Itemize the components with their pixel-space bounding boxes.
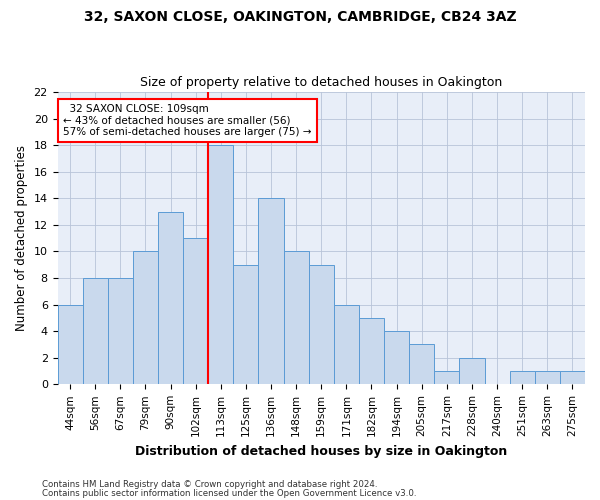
Bar (259, 198, 284, 384)
Bar (208, 145, 233, 384)
Bar (233, 265, 259, 384)
Bar (83, 278, 108, 384)
Bar (284, 252, 309, 384)
Bar (509, 371, 535, 384)
X-axis label: Distribution of detached houses by size in Oakington: Distribution of detached houses by size … (135, 444, 508, 458)
Bar (434, 371, 460, 384)
Bar (158, 212, 183, 384)
Bar (359, 318, 384, 384)
Bar (535, 371, 560, 384)
Bar (183, 238, 208, 384)
Bar (560, 371, 585, 384)
Bar (334, 304, 359, 384)
Text: 32 SAXON CLOSE: 109sqm  
← 43% of detached houses are smaller (56)
57% of semi-d: 32 SAXON CLOSE: 109sqm ← 43% of detached… (63, 104, 311, 137)
Bar (108, 278, 133, 384)
Bar (309, 265, 334, 384)
Bar (460, 358, 485, 384)
Title: Size of property relative to detached houses in Oakington: Size of property relative to detached ho… (140, 76, 502, 90)
Y-axis label: Number of detached properties: Number of detached properties (15, 145, 28, 331)
Text: Contains public sector information licensed under the Open Government Licence v3: Contains public sector information licen… (42, 488, 416, 498)
Bar (133, 252, 158, 384)
Bar (409, 344, 434, 385)
Text: Contains HM Land Registry data © Crown copyright and database right 2024.: Contains HM Land Registry data © Crown c… (42, 480, 377, 489)
Text: 32, SAXON CLOSE, OAKINGTON, CAMBRIDGE, CB24 3AZ: 32, SAXON CLOSE, OAKINGTON, CAMBRIDGE, C… (83, 10, 517, 24)
Bar (58, 304, 83, 384)
Bar (384, 331, 409, 384)
